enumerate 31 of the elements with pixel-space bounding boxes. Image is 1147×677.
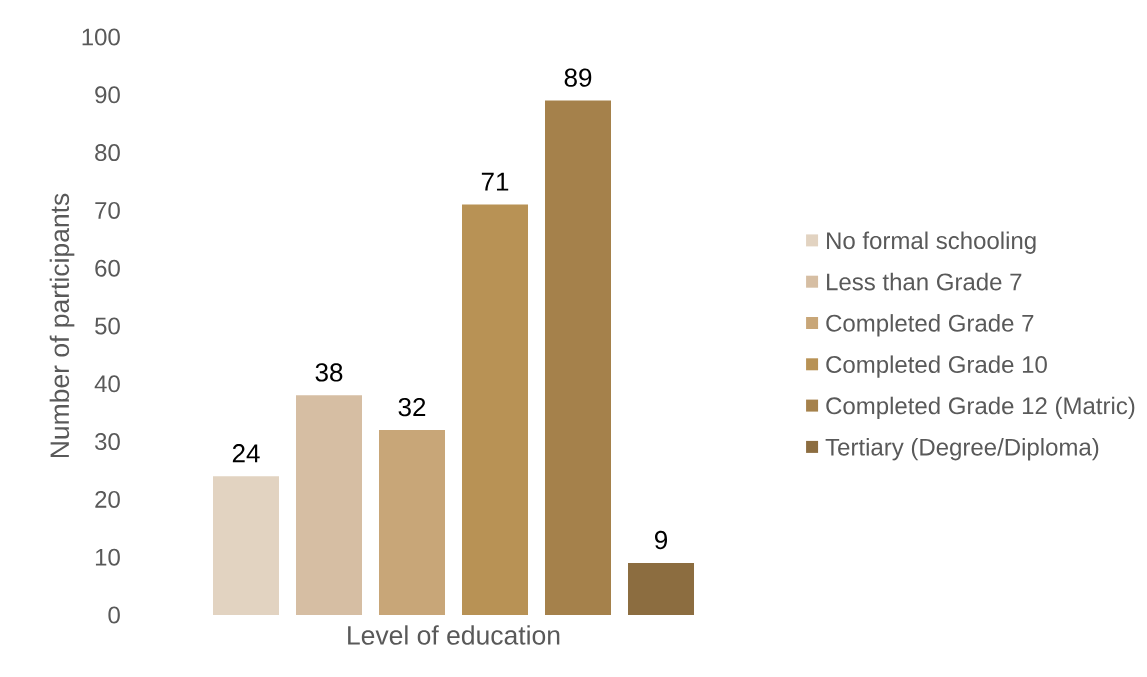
y-tick-label: 60	[95, 259, 120, 277]
legend-label: No formal schooling	[827, 231, 1036, 254]
y-tick-label: 80	[95, 144, 120, 162]
legend-label: Completed Grade 10	[826, 355, 1047, 378]
y-tick-label: 90	[95, 86, 120, 104]
legend-label: Less than Grade 7	[827, 272, 1022, 291]
data-label: 71	[481, 172, 509, 191]
legend-label: Completed Grade 12 (Matric)	[826, 396, 1135, 420]
bar	[213, 476, 279, 615]
y-tick-label: 0	[108, 606, 120, 624]
y-axis-title: Number of participants	[49, 193, 75, 458]
y-tick-label: 40	[94, 375, 120, 393]
y-tick-label: 100	[82, 28, 120, 46]
x-axis-title: Level of education	[348, 625, 560, 645]
y-tick-label: 70	[95, 201, 120, 219]
legend-label: Completed Grade 7	[826, 314, 1034, 337]
data-label: 38	[315, 363, 343, 382]
legend-label: Tertiary (Degree/Diploma)	[825, 438, 1099, 461]
data-label: 24	[232, 444, 260, 463]
y-tick-label: 20	[95, 490, 120, 508]
bar	[296, 395, 362, 615]
y-tick-label: 30	[95, 433, 120, 451]
data-label: 32	[398, 397, 426, 417]
data-label: 9	[654, 530, 668, 550]
bar	[379, 430, 445, 615]
y-tick-label: 10	[95, 548, 120, 566]
bar	[462, 204, 528, 615]
data-label: 89	[564, 68, 592, 87]
bar	[545, 100, 611, 615]
bar	[628, 562, 695, 615]
y-tick-label: 50	[95, 317, 120, 335]
